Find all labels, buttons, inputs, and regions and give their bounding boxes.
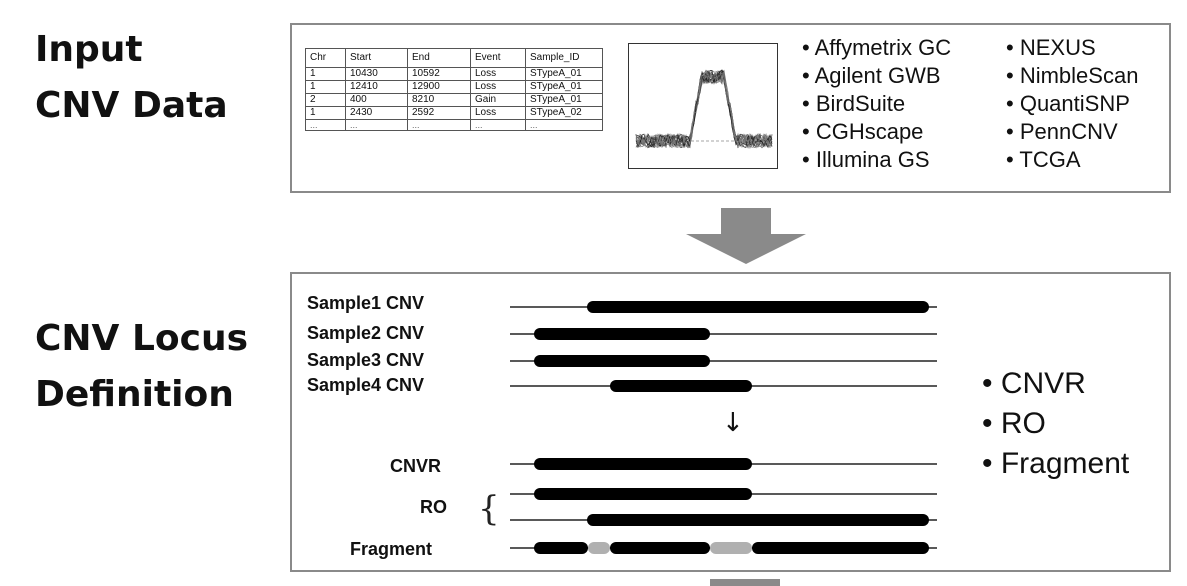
platform-item: TCGA <box>1006 146 1138 174</box>
cnv-segment <box>534 328 710 340</box>
section-label-line: CNV Locus <box>35 318 249 359</box>
cnv-segment <box>534 458 752 470</box>
row-label-sample1: Sample1 CNV <box>307 293 425 313</box>
table-cell: STypeA_01 <box>525 80 603 94</box>
platform-list-column-2: NEXUS NimbleScan QuantiSNP PennCNV TCGA <box>1006 34 1138 174</box>
table-cell: STypeA_01 <box>525 93 603 107</box>
signal-traces <box>635 69 773 149</box>
table-cell: 2430 <box>345 106 408 120</box>
table-header-start: Start <box>345 48 408 68</box>
table-row: 1 2430 2592 Loss STypeA_02 <box>305 106 603 120</box>
table-cell: 10430 <box>345 67 408 81</box>
signal-trace <box>635 71 773 149</box>
table-cell: ... <box>525 119 603 131</box>
table-cell: ... <box>470 119 526 131</box>
platform-item: CGHscape <box>802 118 951 146</box>
track-sample1 <box>510 301 937 313</box>
table-cell: 1 <box>305 106 346 120</box>
method-item: CNVR <box>982 364 1129 404</box>
table-row-ellipsis: ... ... ... ... ... <box>305 119 603 131</box>
row-label-sample4: Sample4 CNV <box>307 375 425 395</box>
track-ro-1 <box>510 488 937 500</box>
table-cell: 400 <box>345 93 408 107</box>
track-cnvr <box>510 458 937 470</box>
table-cell: 2 <box>305 93 346 107</box>
table-cell: 12410 <box>345 80 408 94</box>
row-label-fragment: Fragment <box>350 539 433 559</box>
track-sample4 <box>510 380 937 392</box>
table-cell: 8210 <box>407 93 471 107</box>
table-cell: STypeA_01 <box>525 67 603 81</box>
track-sample3 <box>510 355 937 367</box>
platform-item: QuantiSNP <box>1006 90 1138 118</box>
table-header-chr: Chr <box>305 48 346 68</box>
cnv-segment <box>587 301 929 313</box>
platform-item: Affymetrix GC <box>802 34 952 62</box>
table-header-event: Event <box>470 48 526 68</box>
table-cell: Loss <box>470 67 526 81</box>
table-header-sample-id: Sample_ID <box>525 48 603 68</box>
down-arrow-icon: ↓ <box>722 408 744 438</box>
track-fragment <box>510 542 937 554</box>
row-label-ro: RO <box>420 497 447 517</box>
cnv-segment <box>610 380 752 392</box>
platform-item: NEXUS <box>1006 34 1138 62</box>
table-cell: ... <box>345 119 408 131</box>
table-cell: STypeA_02 <box>525 106 603 120</box>
table-cell: ... <box>407 119 471 131</box>
platform-item: PennCNV <box>1006 118 1138 146</box>
cnv-data-table: Chr Start End Event Sample_ID 1 10430 10… <box>305 48 603 131</box>
table-row: 1 10430 10592 Loss STypeA_01 <box>305 67 603 81</box>
cnv-segment <box>610 542 710 554</box>
input-cnv-data-panel: Chr Start End Event Sample_ID 1 10430 10… <box>290 23 1171 193</box>
platform-list-column-1: Affymetrix GC Agilent GWB BirdSuite CGHs… <box>802 34 952 174</box>
gap-segment <box>710 542 752 554</box>
table-cell: 1 <box>305 80 346 94</box>
cnv-segment <box>587 514 929 526</box>
cnv-segment <box>752 542 929 554</box>
method-item: RO <box>982 404 1129 444</box>
table-cell: ... <box>305 119 346 131</box>
table-cell: Loss <box>470 80 526 94</box>
table-cell: 2592 <box>407 106 471 120</box>
section-label-line: Input <box>35 29 143 70</box>
platform-item: Agilent GWB <box>802 62 951 90</box>
section-label-input-cnv-data: Input CNV Data <box>35 22 228 134</box>
table-cell: Loss <box>470 106 526 120</box>
section-label-cnv-locus-definition: CNV Locus Definition <box>35 311 248 423</box>
cnv-locus-definition-panel: Sample1 CNV Sample2 CNV Sample3 CNV Samp… <box>290 272 1171 572</box>
row-label-sample2: Sample2 CNV <box>307 323 425 343</box>
platform-item: Illumina GS <box>802 146 951 174</box>
cnv-segment-tracks <box>510 301 937 554</box>
platform-item: NimbleScan <box>1006 62 1139 90</box>
table-cell: 12900 <box>407 80 471 94</box>
cnv-signal-plot <box>628 43 778 169</box>
cnv-segment <box>534 488 752 500</box>
table-header-row: Chr Start End Event Sample_ID <box>305 48 603 68</box>
row-label-sample3: Sample3 CNV <box>307 350 425 370</box>
table-header-end: End <box>407 48 471 68</box>
cnv-segment <box>534 355 710 367</box>
row-label-cnvr: CNVR <box>390 456 442 476</box>
gap-segment <box>588 542 610 554</box>
down-arrow-icon <box>686 208 806 264</box>
track-ro-2 <box>510 514 937 526</box>
cnv-segment <box>534 542 588 554</box>
section-label-line: Definition <box>35 373 234 415</box>
table-row: 2 400 8210 Gain STypeA_01 <box>305 93 603 107</box>
brace-icon: { <box>478 489 500 529</box>
next-arrow-fragment <box>710 579 780 586</box>
method-item: Fragment <box>982 444 1129 484</box>
signal-plot-frame <box>628 43 778 169</box>
table-cell: 10592 <box>407 67 471 81</box>
table-cell: Gain <box>470 93 526 107</box>
table-cell: 1 <box>305 67 346 81</box>
section-label-line: CNV Data <box>35 84 228 126</box>
track-sample2 <box>510 328 937 340</box>
table-row: 1 12410 12900 Loss STypeA_01 <box>305 80 603 94</box>
locus-method-list: CNVR RO Fragment <box>982 364 1129 484</box>
platform-item: BirdSuite <box>802 90 951 118</box>
